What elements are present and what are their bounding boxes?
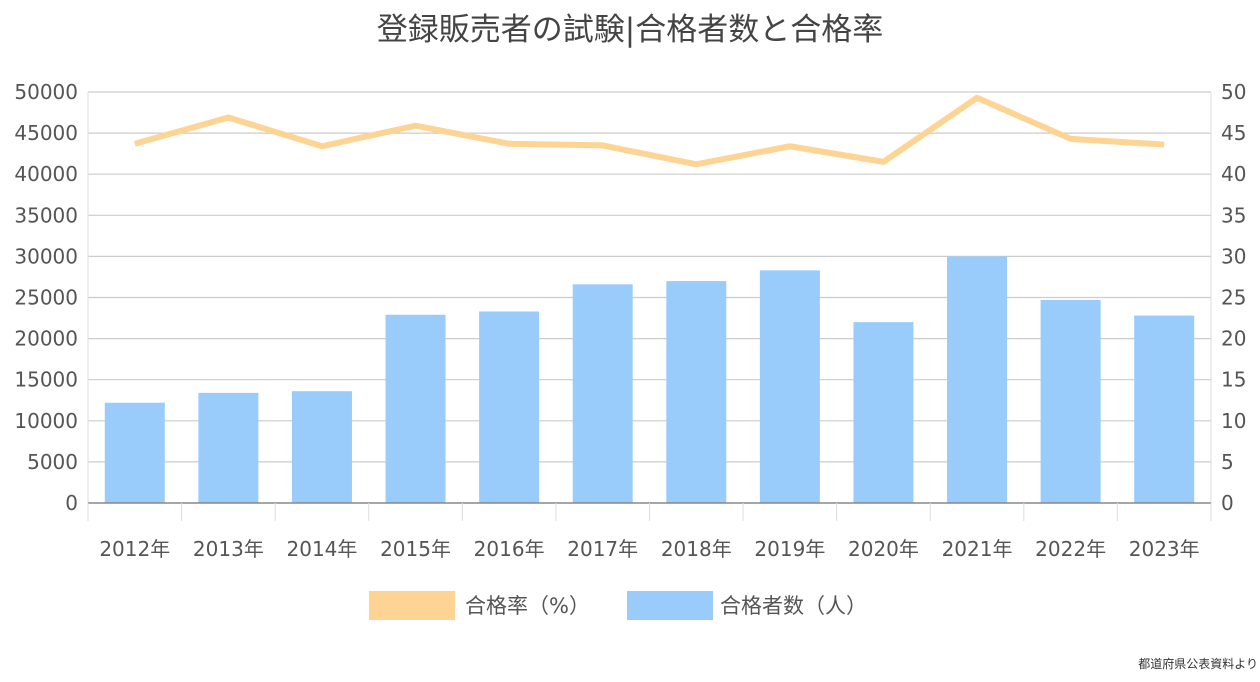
bar [853, 322, 914, 503]
bar [291, 391, 352, 503]
bar [104, 402, 165, 503]
x-tick-label: 2016年 [474, 537, 545, 561]
y-right-tick-label: 10 [1221, 409, 1246, 433]
y-left-tick-label: 40000 [14, 162, 78, 186]
x-tick-label: 2015年 [380, 537, 451, 561]
y-left-tick-label: 30000 [14, 244, 78, 268]
x-tick-label: 2012年 [99, 537, 170, 561]
y-left-tick-label: 5000 [27, 450, 78, 474]
y-right-tick-label: 15 [1221, 368, 1246, 392]
y-right-tick-label: 45 [1221, 121, 1246, 145]
y-right-tick-label: 40 [1221, 162, 1246, 186]
axes: 0 0 5000 5 10000 10 15000 15 20000 20 25000 25 30000… [14, 80, 1246, 561]
legend-swatch [627, 591, 713, 620]
y-right-tick-label: 30 [1221, 244, 1246, 268]
x-tick-label: 2021年 [942, 537, 1013, 561]
bar [198, 392, 259, 503]
x-tick-label: 2019年 [754, 537, 825, 561]
legend-label: 合格率（%） [465, 594, 590, 618]
legend-swatch [369, 591, 455, 620]
bar [666, 281, 727, 503]
bar [479, 311, 540, 503]
bar [572, 284, 633, 503]
x-tick-label: 2013年 [193, 537, 264, 561]
bar [385, 314, 446, 503]
x-tick-label: 2014年 [287, 537, 358, 561]
rate-line [133, 94, 1165, 168]
y-left-tick-label: 0 [65, 491, 78, 515]
legend-label: 合格者数（人） [720, 594, 867, 618]
x-tick-label: 2017年 [567, 537, 638, 561]
y-right-tick-label: 5 [1221, 450, 1234, 474]
bar [1040, 299, 1101, 503]
y-right-tick-label: 35 [1221, 203, 1246, 227]
x-tick-label: 2022年 [1035, 537, 1106, 561]
x-tick-label: 2020年 [848, 537, 919, 561]
y-right-tick-label: 50 [1221, 80, 1246, 104]
x-tick-label: 2023年 [1129, 537, 1200, 561]
y-left-tick-label: 35000 [14, 203, 78, 227]
y-left-tick-label: 25000 [14, 286, 78, 310]
y-left-tick-label: 45000 [14, 121, 78, 145]
bar [947, 256, 1008, 503]
y-left-tick-label: 20000 [14, 327, 78, 351]
chart-title: 登録販売者の試験|合格者数と合格率 [376, 12, 884, 48]
bar-series [104, 256, 1195, 503]
x-tick-label: 2018年 [661, 537, 732, 561]
y-right-tick-label: 25 [1221, 286, 1246, 310]
y-right-tick-label: 0 [1221, 491, 1234, 515]
y-left-tick-label: 50000 [14, 80, 78, 104]
source-note: 都道府県公表資料より [1138, 657, 1258, 671]
y-right-tick-label: 20 [1221, 327, 1246, 351]
bar [1134, 315, 1195, 503]
bar [759, 270, 820, 503]
legend: 合格率（%） 合格者数（人） [369, 591, 867, 620]
y-left-tick-label: 10000 [14, 409, 78, 433]
line-series [133, 94, 1165, 168]
y-left-tick-label: 15000 [14, 368, 78, 392]
